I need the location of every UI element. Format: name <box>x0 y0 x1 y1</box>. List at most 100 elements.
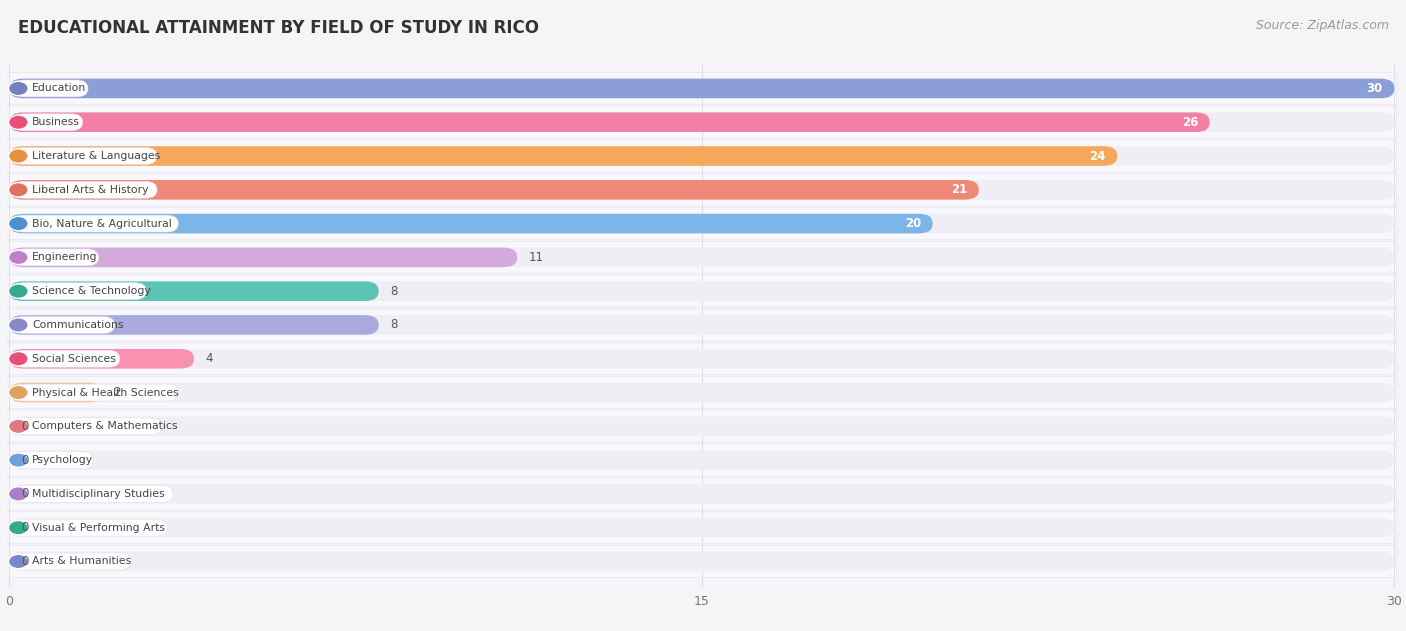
Circle shape <box>8 115 28 129</box>
Text: 24: 24 <box>1090 150 1105 163</box>
Text: Computers & Mathematics: Computers & Mathematics <box>32 422 177 432</box>
Text: 26: 26 <box>1182 115 1198 129</box>
FancyBboxPatch shape <box>7 377 1396 408</box>
FancyBboxPatch shape <box>13 215 179 232</box>
Text: EDUCATIONAL ATTAINMENT BY FIELD OF STUDY IN RICO: EDUCATIONAL ATTAINMENT BY FIELD OF STUDY… <box>18 19 540 37</box>
FancyBboxPatch shape <box>7 512 1396 543</box>
Circle shape <box>8 487 28 501</box>
FancyBboxPatch shape <box>13 80 89 97</box>
FancyBboxPatch shape <box>10 349 1395 369</box>
FancyBboxPatch shape <box>13 519 167 536</box>
FancyBboxPatch shape <box>13 418 162 435</box>
Text: Science & Technology: Science & Technology <box>32 286 150 296</box>
FancyBboxPatch shape <box>10 383 1395 403</box>
FancyBboxPatch shape <box>10 315 378 335</box>
FancyBboxPatch shape <box>7 242 1396 273</box>
Text: Education: Education <box>32 83 86 93</box>
FancyBboxPatch shape <box>10 315 1395 335</box>
Text: 0: 0 <box>21 420 28 433</box>
Text: 0: 0 <box>21 521 28 534</box>
Text: 2: 2 <box>114 386 121 399</box>
FancyBboxPatch shape <box>10 112 1395 132</box>
Circle shape <box>8 419 28 433</box>
FancyBboxPatch shape <box>10 416 1395 436</box>
Text: 21: 21 <box>950 184 967 196</box>
FancyBboxPatch shape <box>7 343 1396 375</box>
Circle shape <box>8 386 28 399</box>
FancyBboxPatch shape <box>13 553 131 570</box>
FancyBboxPatch shape <box>10 349 194 369</box>
FancyBboxPatch shape <box>10 247 517 267</box>
FancyBboxPatch shape <box>7 478 1396 510</box>
Text: 30: 30 <box>1367 82 1384 95</box>
Text: 8: 8 <box>391 319 398 331</box>
FancyBboxPatch shape <box>10 451 1395 470</box>
FancyBboxPatch shape <box>10 281 378 301</box>
FancyBboxPatch shape <box>10 180 1395 199</box>
FancyBboxPatch shape <box>7 140 1396 172</box>
Text: Visual & Performing Arts: Visual & Performing Arts <box>32 522 165 533</box>
FancyBboxPatch shape <box>7 174 1396 206</box>
FancyBboxPatch shape <box>13 148 157 165</box>
Circle shape <box>8 351 28 366</box>
Text: Arts & Humanities: Arts & Humanities <box>32 557 131 567</box>
FancyBboxPatch shape <box>10 79 1395 98</box>
Circle shape <box>8 149 28 163</box>
Text: 0: 0 <box>21 454 28 466</box>
Circle shape <box>8 453 28 468</box>
Text: 4: 4 <box>205 352 214 365</box>
Text: 8: 8 <box>391 285 398 298</box>
Text: 11: 11 <box>529 251 544 264</box>
Text: Bio, Nature & Agricultural: Bio, Nature & Agricultural <box>32 218 172 228</box>
FancyBboxPatch shape <box>13 181 157 198</box>
FancyBboxPatch shape <box>13 283 146 300</box>
FancyBboxPatch shape <box>13 317 115 333</box>
FancyBboxPatch shape <box>10 484 1395 504</box>
FancyBboxPatch shape <box>10 383 101 403</box>
FancyBboxPatch shape <box>10 281 1395 301</box>
FancyBboxPatch shape <box>10 551 1395 571</box>
Text: Literature & Languages: Literature & Languages <box>32 151 160 161</box>
Circle shape <box>8 521 28 535</box>
Text: Business: Business <box>32 117 80 127</box>
Text: Multidisciplinary Studies: Multidisciplinary Studies <box>32 489 165 499</box>
Circle shape <box>8 216 28 231</box>
Text: Psychology: Psychology <box>32 455 93 465</box>
Circle shape <box>8 251 28 264</box>
FancyBboxPatch shape <box>7 546 1396 577</box>
FancyBboxPatch shape <box>7 208 1396 240</box>
FancyBboxPatch shape <box>10 518 1395 538</box>
Text: Communications: Communications <box>32 320 124 330</box>
FancyBboxPatch shape <box>10 112 1209 132</box>
FancyBboxPatch shape <box>13 249 98 266</box>
Circle shape <box>8 318 28 332</box>
Circle shape <box>8 182 28 197</box>
Text: 0: 0 <box>21 555 28 568</box>
Circle shape <box>8 554 28 569</box>
Text: Source: ZipAtlas.com: Source: ZipAtlas.com <box>1256 19 1389 32</box>
FancyBboxPatch shape <box>10 214 932 233</box>
FancyBboxPatch shape <box>13 350 120 367</box>
FancyBboxPatch shape <box>10 214 1395 233</box>
FancyBboxPatch shape <box>13 485 173 502</box>
FancyBboxPatch shape <box>7 410 1396 442</box>
Text: 0: 0 <box>21 487 28 500</box>
FancyBboxPatch shape <box>10 79 1395 98</box>
Text: Liberal Arts & History: Liberal Arts & History <box>32 185 149 195</box>
FancyBboxPatch shape <box>13 452 93 469</box>
Circle shape <box>8 81 28 96</box>
Text: Physical & Health Sciences: Physical & Health Sciences <box>32 387 179 398</box>
FancyBboxPatch shape <box>13 114 83 131</box>
FancyBboxPatch shape <box>7 309 1396 341</box>
Circle shape <box>8 284 28 298</box>
FancyBboxPatch shape <box>10 247 1395 267</box>
FancyBboxPatch shape <box>7 275 1396 307</box>
Text: Engineering: Engineering <box>32 252 97 262</box>
Text: 20: 20 <box>905 217 921 230</box>
FancyBboxPatch shape <box>7 107 1396 138</box>
FancyBboxPatch shape <box>10 146 1395 166</box>
FancyBboxPatch shape <box>7 73 1396 104</box>
FancyBboxPatch shape <box>7 444 1396 476</box>
FancyBboxPatch shape <box>10 180 979 199</box>
FancyBboxPatch shape <box>10 146 1118 166</box>
